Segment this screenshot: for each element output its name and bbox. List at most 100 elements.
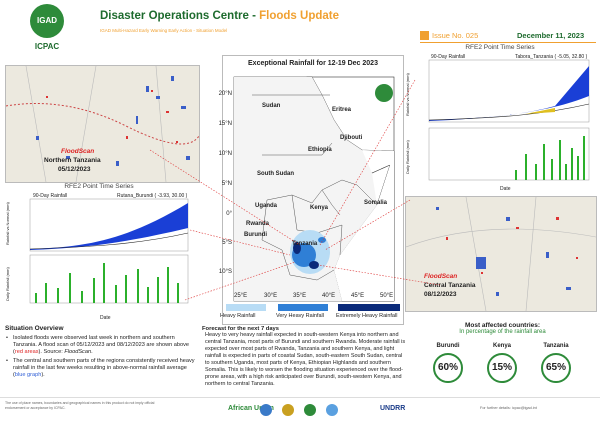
issue-icon	[420, 31, 429, 40]
title: Disaster Operations Centre - Floods Upda…	[100, 10, 339, 22]
lon-tick-label: 45°E	[351, 293, 365, 299]
country-label: Kenya	[310, 205, 329, 211]
chart-subtitle: 90-Day Rainfall	[33, 193, 68, 199]
logo	[282, 404, 294, 416]
chart-title: RFE2 Point Time Series	[64, 183, 134, 190]
scan-image	[6, 66, 199, 182]
country-label: South Sudan	[257, 171, 294, 177]
x-axis-label: Date	[500, 186, 511, 192]
section-heading: Situation Overview	[5, 325, 64, 332]
scan-image	[406, 197, 596, 311]
lat-tick-label: 5°S	[222, 240, 232, 246]
title-accent: Floods Update	[259, 10, 340, 22]
text: red areas	[14, 349, 39, 355]
chart-graphics	[29, 198, 189, 304]
text: The central and southern parts of the re…	[13, 358, 195, 378]
lon-tick-label: 25°E	[234, 293, 248, 299]
bullet: The central and southern parts of the re…	[5, 358, 200, 379]
pct-circle: 60%	[433, 353, 463, 383]
logo: IGAD	[30, 4, 64, 38]
rfe2-left: RFE2 Point Time Series 90-Day Rainfall R…	[5, 183, 193, 323]
map-labels: 20°N 15°N 10°N 5°N 0° 5°S 10°S 25°E 30°E…	[219, 55, 404, 325]
affected-list: Burundi 60% Kenya 15% Tanzania 65%	[410, 343, 595, 393]
bullet: Isolated floods were observed last week …	[5, 335, 200, 356]
country-label: Tanzania	[292, 241, 318, 247]
title-main: Disaster Operations Centre -	[100, 10, 260, 22]
y-axis-label: Daily Rainfall (mm)	[5, 267, 10, 301]
legend-swatch	[226, 304, 266, 311]
country-label: Djibouti	[340, 135, 363, 141]
rfe2-right: RFE2 Point Time Series 90-Day Rainfall T…	[405, 44, 595, 194]
country-label: Somalia	[364, 200, 388, 206]
footer: The use of place names, boundaries and g…	[0, 397, 600, 425]
issue: Issue No. 025	[432, 31, 479, 40]
chart-title: RFE2 Point Time Series	[465, 44, 535, 51]
footer-note: The use of place names, boundaries and g…	[5, 401, 155, 410]
country-name: Burundi	[436, 343, 460, 349]
partner-logo: African Union	[228, 405, 274, 412]
country-name: Tanzania	[543, 343, 569, 349]
chart-subtitle: 90-Day Rainfall	[431, 54, 466, 60]
rule	[420, 42, 596, 43]
lat-tick-label: 15°N	[218, 121, 232, 127]
org-name: ICPAC	[34, 42, 60, 51]
map-title: Exceptional Rainfall for 12-19 Dec 2023	[248, 60, 378, 67]
footer-contact: For further details: icpac@igad.int	[480, 406, 537, 410]
lon-tick-label: 40°E	[322, 293, 336, 299]
country-label: Eritrea	[332, 107, 352, 113]
lon-tick-label: 30°E	[264, 293, 278, 299]
flood-scan-north: FloodScan Northern Tanzania 05/12/2023	[5, 65, 200, 183]
text: Isolated floods were observed last week …	[13, 335, 190, 355]
legend-swatch	[338, 304, 400, 311]
lon-tick-label: 35°E	[293, 293, 307, 299]
legend-label: Very Heavy Rainfall	[276, 313, 324, 319]
forecast-text: Heavy to very heavy rainfall expected in…	[205, 332, 406, 387]
country-label: Sudan	[262, 103, 281, 109]
affected: Most affected countries: In percentage o…	[410, 322, 595, 335]
forecast: Forecast for the next 7 days Heavy to ve…	[202, 326, 407, 388]
text: ). Source:	[38, 349, 65, 355]
lat-tick-label: 0°	[226, 211, 232, 217]
flood-scan-central: FloodScan Central Tanzania 08/12/2023	[405, 196, 597, 312]
pct-circle: 65%	[541, 353, 571, 383]
partner-logos	[260, 404, 390, 418]
logo	[304, 404, 316, 416]
scan-place: Central Tanzania	[424, 282, 476, 289]
lon-tick-label: 50°E	[380, 293, 394, 299]
scan-place: Northern Tanzania	[44, 157, 101, 164]
text: .	[91, 349, 93, 355]
chart-graphics	[428, 59, 590, 181]
country-label: Burundi	[244, 232, 267, 238]
y-axis-label: Rainfall vs Normal (mm)	[5, 202, 10, 245]
logo	[326, 404, 338, 416]
lat-tick-label: 10°S	[218, 269, 232, 275]
y-axis-label: Daily Rainfall (mm)	[405, 140, 410, 174]
text: ).	[41, 372, 45, 378]
scan-source: FloodScan	[424, 273, 458, 280]
country-label: Rwanda	[246, 221, 270, 227]
lat-tick-label: 20°N	[218, 91, 232, 97]
partner-logo: UNDRR	[380, 405, 406, 412]
scan-source: FloodScan	[61, 148, 95, 155]
legend-label: Extremely Heavy Rainfall	[336, 313, 398, 319]
legend-swatch	[278, 304, 328, 311]
country-label: Ethiopia	[308, 147, 332, 153]
pct-circle: 15%	[487, 353, 517, 383]
scan-date: 08/12/2023	[424, 291, 457, 298]
section-subheading: In percentage of the rainfall area	[459, 329, 546, 335]
legend-label: Heavy Rainfall	[220, 313, 256, 319]
map-legend: Heavy Rainfall Very Heavy Rainfall Extre…	[218, 302, 408, 322]
x-axis-label: Date	[100, 315, 111, 321]
country-label: Uganda	[255, 203, 278, 209]
subtitle: IGAD Multi-Hazard Early Warning Early Ac…	[100, 28, 228, 33]
text: blue graph	[14, 372, 42, 378]
section-heading: Most affected countries:	[464, 322, 541, 329]
country-name: Kenya	[492, 343, 511, 349]
scan-date: 05/12/2023	[58, 166, 91, 173]
section-heading: Forecast for the next 7 days	[202, 326, 279, 332]
y-axis-label: Rainfall vs Normal (mm)	[405, 73, 410, 116]
lat-tick-label: 10°N	[218, 151, 232, 157]
lat-tick-label: 5°N	[221, 181, 232, 187]
logo-text: IGAD	[37, 16, 57, 25]
